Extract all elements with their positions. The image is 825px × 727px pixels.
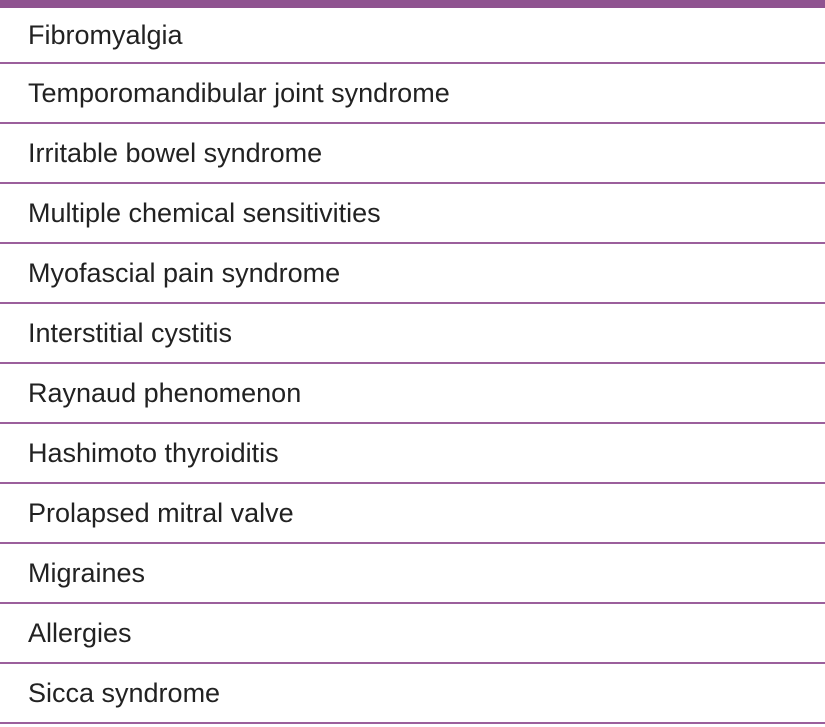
condition-name: Prolapsed mitral valve [28, 497, 294, 528]
table-row: Hashimoto thyroiditis [0, 424, 825, 484]
condition-name: Interstitial cystitis [28, 317, 233, 348]
condition-name: Raynaud phenomenon [28, 377, 302, 408]
table-row: Prolapsed mitral valve [0, 484, 825, 544]
table-row: Migraines [0, 544, 825, 604]
table-top-rule [0, 0, 825, 8]
condition-name: Hashimoto thyroiditis [28, 437, 279, 468]
table-row: Multiple chemical sensitivities [0, 184, 825, 244]
table-row: Sicca syndrome [0, 664, 825, 724]
condition-name: Temporomandibular joint syndrome [28, 77, 450, 108]
table-row: Myofascial pain syndrome [0, 244, 825, 304]
condition-name: Multiple chemical sensitivities [28, 197, 381, 228]
table-row: Irritable bowel syndrome [0, 124, 825, 184]
condition-name: Sicca syndrome [28, 677, 221, 708]
condition-name: Irritable bowel syndrome [28, 137, 323, 168]
table-row: Allergies [0, 604, 825, 664]
condition-name: Myofascial pain syndrome [28, 257, 341, 288]
table-row: Fibromyalgia [0, 8, 825, 64]
condition-name: Migraines [28, 557, 146, 588]
conditions-table: Fibromyalgia Temporomandibular joint synd… [0, 8, 825, 724]
condition-name: Fibromyalgia [28, 19, 183, 50]
table-row: Raynaud phenomenon [0, 364, 825, 424]
table-row: Temporomandibular joint syndrome [0, 64, 825, 124]
table-row: Interstitial cystitis [0, 304, 825, 364]
condition-name: Allergies [28, 617, 132, 648]
